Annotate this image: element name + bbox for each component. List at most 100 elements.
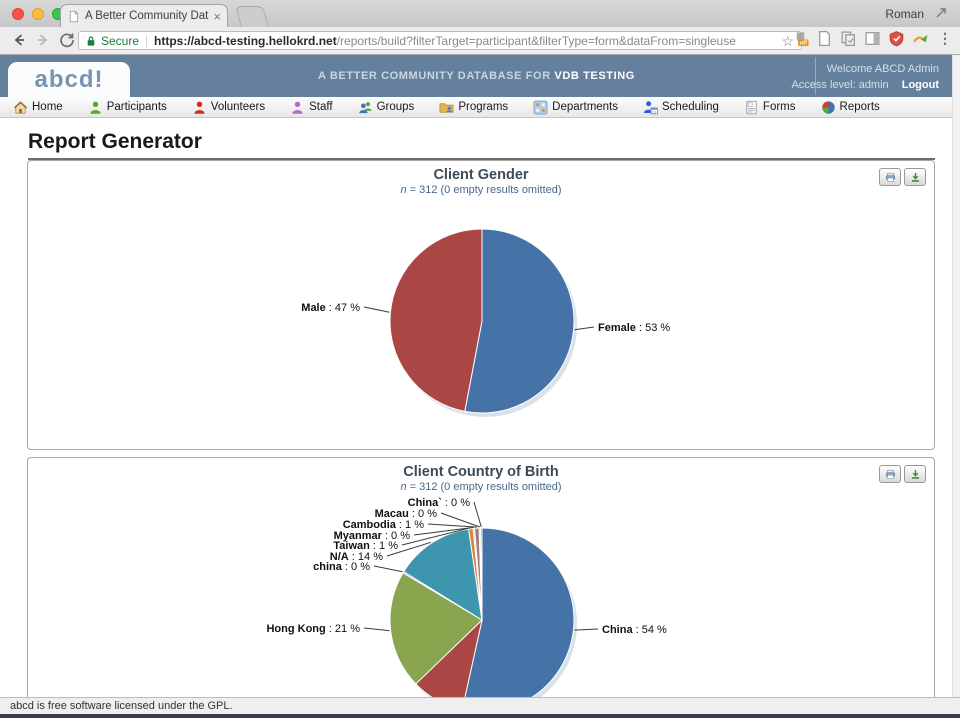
secure-label: Secure xyxy=(101,33,140,48)
pie-label-leader-line xyxy=(373,565,403,573)
nav-item-participants[interactable]: Participants xyxy=(88,100,167,115)
nav-item-departments[interactable]: Departments xyxy=(533,100,618,115)
url-origin: https://abcd-testing.hellokrd.net xyxy=(154,33,337,48)
pie-label-cambodia: Cambodia : 1 % xyxy=(343,519,425,531)
nav-item-label: Groups xyxy=(376,101,415,113)
pie-label-leader-line xyxy=(440,512,480,528)
pie-label-leader-line xyxy=(401,527,471,546)
nav-item-home[interactable]: Home xyxy=(13,100,63,115)
n-text: = 312 (0 empty results omitted) xyxy=(409,481,562,493)
print-chart-button[interactable] xyxy=(879,465,901,483)
nav-item-groups[interactable]: Groups xyxy=(358,100,415,115)
ext-copy-icon[interactable] xyxy=(840,30,857,47)
site-tagline: A BETTER COMMUNITY DATABASE FOR VDB TEST… xyxy=(0,70,953,82)
browser-menu-icon[interactable]: ⋮ xyxy=(938,30,952,46)
pie-label-taiwan: Taiwan : 1 % xyxy=(333,540,398,552)
browser-profile-name[interactable]: Roman xyxy=(885,7,924,21)
tab-strip: A Better Community Database × Roman xyxy=(0,0,960,27)
nav-item-label: Scheduling xyxy=(662,101,719,113)
client-gender-report-panel: Male : 47 % Female : 53 % Client Gender n… xyxy=(27,160,935,450)
window-close-button[interactable] xyxy=(12,8,24,20)
pie-label-n-a: N/A : 14 % xyxy=(330,551,383,563)
refresh-button[interactable] xyxy=(58,31,76,49)
back-button[interactable] xyxy=(10,31,28,49)
tab-title: A Better Community Database xyxy=(85,10,209,22)
page-title: Report Generator xyxy=(28,130,935,160)
nav-item-label: Volunteers xyxy=(210,101,266,113)
ext-page-icon[interactable] xyxy=(816,30,833,47)
nav-item-reports[interactable]: Reports xyxy=(821,100,880,115)
download-chart-button[interactable] xyxy=(904,168,926,186)
client-country-report-panel: China` : 0 % Macau : 0 % Cambodia : 1 % Mya… xyxy=(27,457,935,718)
nav-item-scheduling[interactable]: Scheduling xyxy=(643,100,719,115)
printer-icon xyxy=(885,469,896,480)
tab-close-icon[interactable]: × xyxy=(213,8,221,24)
bookmark-star-icon[interactable]: ☆ xyxy=(781,32,794,49)
abcd-logo[interactable]: abcd! xyxy=(8,62,130,97)
nav-item-label: Forms xyxy=(762,101,796,113)
welcome-text: Welcome ABCD Admin xyxy=(826,63,939,75)
nav-item-volunteers[interactable]: Volunteers xyxy=(192,100,265,115)
ext-swoosh-icon[interactable] xyxy=(912,30,929,47)
home-icon xyxy=(13,100,28,115)
pie-label-hong-kong: Hong Kong : 21 % xyxy=(266,623,360,635)
logout-link[interactable]: Logout xyxy=(901,79,939,91)
svg-text:off: off xyxy=(800,41,807,47)
browser-tab[interactable]: A Better Community Database × xyxy=(60,4,228,27)
new-tab-button[interactable] xyxy=(235,6,269,27)
nav-item-label: Programs xyxy=(458,101,509,113)
extension-area: off ⋮ xyxy=(792,30,954,47)
url-separator xyxy=(146,34,148,47)
pie-label-leader-line xyxy=(386,541,432,557)
scrollbar[interactable] xyxy=(952,55,960,697)
forward-button[interactable] xyxy=(34,31,52,49)
nav-item-label: Staff xyxy=(309,101,333,113)
nav-item-forms[interactable]: Forms xyxy=(744,100,796,115)
page-favicon xyxy=(67,10,80,23)
nav-item-label: Departments xyxy=(552,101,619,113)
download-chart-button[interactable] xyxy=(904,465,926,483)
download-icon xyxy=(910,469,921,480)
pie-label-china-: China` : 0 % xyxy=(408,497,471,509)
user-info: Welcome ABCD Admin Access level: admin L… xyxy=(791,63,939,91)
folder-icon xyxy=(439,100,454,115)
printer-icon xyxy=(885,172,896,183)
fullscreen-expand-icon[interactable] xyxy=(934,6,948,20)
url-path: /reports/build?filterTarget=participant&… xyxy=(336,33,736,48)
footer-text: abcd is free software licensed under the… xyxy=(10,700,233,712)
client-country-pie-chart: China` : 0 %Macau : 0 %Cambodia : 1 %Mya… xyxy=(266,497,667,716)
ext-off-icon[interactable]: off xyxy=(792,30,809,47)
pie-label-leader-line xyxy=(363,627,390,632)
nav-item-programs[interactable]: Programs xyxy=(439,100,508,115)
chart-actions xyxy=(879,168,926,186)
header-divider xyxy=(815,57,816,95)
ext-sidebar-icon[interactable] xyxy=(864,30,881,47)
ext-shield-icon[interactable] xyxy=(888,30,905,47)
chart-subtitle: n = 312 (0 empty results omitted) xyxy=(28,184,934,196)
pie-label-leader-line xyxy=(574,326,595,331)
pie-label-leader-line xyxy=(363,306,390,313)
person-purple-icon xyxy=(290,100,305,115)
reports-icon xyxy=(821,100,836,115)
abcd-logo-text: abcd! xyxy=(34,65,104,93)
pie-slice-female xyxy=(464,228,575,414)
departments-icon xyxy=(533,100,548,115)
nav-item-staff[interactable]: Staff xyxy=(290,100,333,115)
scheduling-icon xyxy=(643,100,658,115)
person-green-icon xyxy=(88,100,103,115)
window-minimize-button[interactable] xyxy=(32,8,44,20)
access-level-text: Access level: admin xyxy=(791,79,889,91)
pie-label-china: China : 54 % xyxy=(602,624,667,636)
nav-item-label: Home xyxy=(32,101,63,113)
pie-label-leader-line xyxy=(413,526,474,536)
chart-title: Client Country of Birth xyxy=(403,464,559,480)
person-red-icon xyxy=(192,100,207,115)
print-chart-button[interactable] xyxy=(879,168,901,186)
download-icon xyxy=(910,172,921,183)
address-bar[interactable]: Secure https://abcd-testing.hellokrd.net… xyxy=(78,31,802,50)
forms-icon xyxy=(744,100,759,115)
pie-slice-hong-kong xyxy=(389,572,483,685)
client-gender-pie-chart: Male : 47 % Female : 53 % xyxy=(301,228,670,417)
site-header: abcd! A BETTER COMMUNITY DATABASE FOR VD… xyxy=(0,55,953,97)
